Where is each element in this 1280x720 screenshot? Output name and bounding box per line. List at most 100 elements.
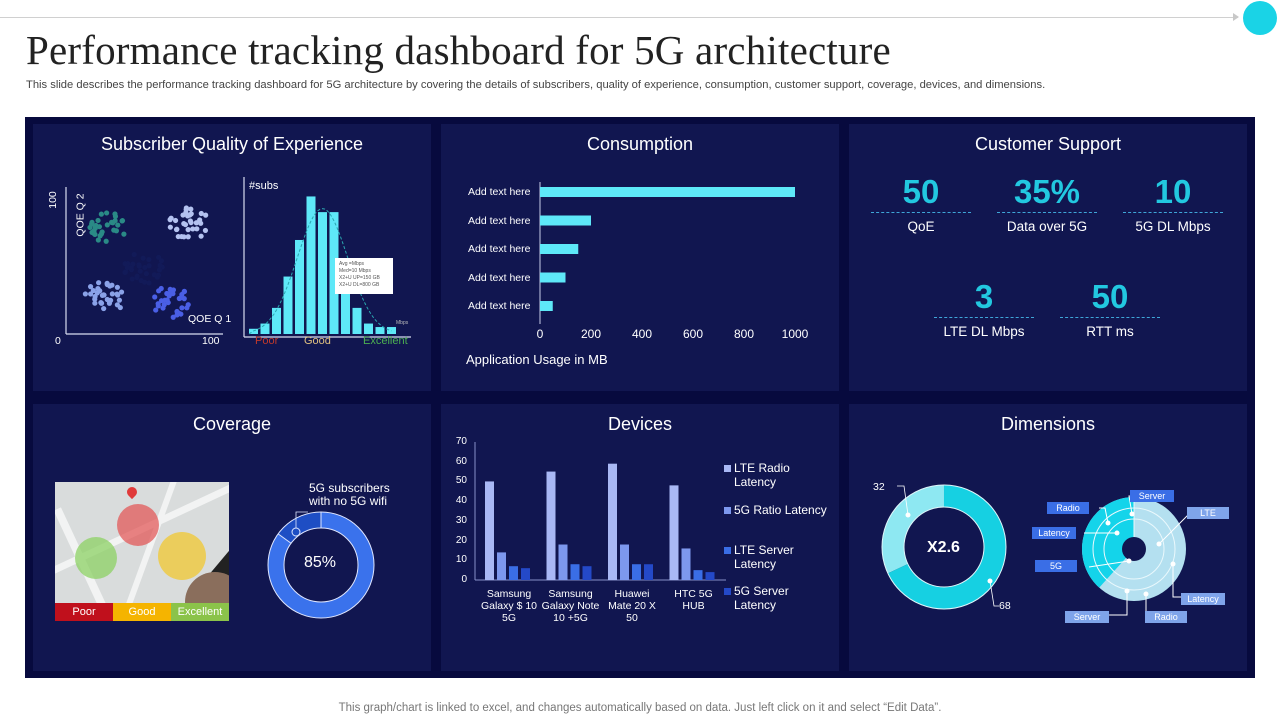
coverage-zone-poor bbox=[117, 504, 159, 546]
scatter-point bbox=[130, 261, 136, 267]
kpi-5g-dl: 10 5G DL Mbps bbox=[1123, 172, 1223, 234]
device-ytick: 50 bbox=[455, 475, 467, 487]
legend-item: 5G Server Latency bbox=[724, 584, 789, 612]
coverage-map-image bbox=[55, 482, 229, 619]
tooltip-line: X2+U DL=800 GB bbox=[339, 282, 380, 288]
consumption-chart bbox=[539, 182, 795, 324]
scatter-point bbox=[185, 234, 191, 240]
scatter-xmax: 100 bbox=[202, 335, 220, 347]
kpi-divider bbox=[997, 212, 1097, 213]
callout-line bbox=[989, 580, 999, 607]
consumption-bar bbox=[540, 215, 591, 226]
scatter-point bbox=[170, 314, 176, 320]
panel-title: Subscriber Quality of Experience bbox=[100, 134, 364, 154]
device-ytick: 0 bbox=[461, 574, 467, 585]
scatter-point bbox=[173, 226, 180, 233]
consumption-bar bbox=[540, 272, 566, 283]
radial-label-server-bottom: Server bbox=[1065, 611, 1109, 623]
scatter-point bbox=[187, 212, 193, 218]
device-ytick: 30 bbox=[455, 514, 467, 526]
device-category: Huawei Mate 20 X 50 bbox=[598, 588, 666, 624]
donut-value: 85% bbox=[304, 554, 337, 571]
hist-unit: Mbps bbox=[396, 320, 409, 326]
device-bar bbox=[681, 548, 691, 580]
scatter-point bbox=[116, 297, 123, 303]
coverage-donut bbox=[267, 511, 375, 619]
kpi-data-over-5g: 35% Data over 5G bbox=[997, 172, 1097, 234]
donut-label-32: 32 bbox=[873, 481, 885, 493]
coverage-zone-good bbox=[158, 532, 206, 580]
scatter-point bbox=[146, 280, 152, 286]
consumption-xtick: 1000 bbox=[781, 327, 809, 341]
panel-devices: Devices 0 10 20 30 40 50 60 70 Samsung Galaxy $ … bbox=[441, 404, 839, 671]
donut-slice-32 bbox=[882, 485, 945, 574]
scatter-point bbox=[92, 224, 99, 230]
scatter-point bbox=[203, 212, 209, 218]
scatter-point bbox=[158, 298, 165, 304]
histogram-bar bbox=[272, 307, 281, 334]
scatter-point bbox=[98, 300, 105, 306]
tooltip-line: Med=10 Mbps bbox=[339, 268, 371, 274]
callout-line-2: with no 5G wifi bbox=[309, 494, 388, 508]
legend-item: LTE Server Latency bbox=[724, 543, 794, 571]
scatter-point bbox=[122, 261, 128, 267]
dashboard: Subscriber Quality of Experience 100 QOE… bbox=[25, 117, 1255, 678]
tooltip-line: Avg =Mbps bbox=[339, 261, 365, 267]
legend-label: Latency bbox=[734, 557, 777, 571]
radial-label-lte: LTE bbox=[1187, 507, 1229, 519]
scatter-point bbox=[87, 284, 94, 290]
category-line: Galaxy Note bbox=[541, 600, 600, 612]
radial-label-server-top: Server bbox=[1130, 490, 1174, 502]
scatter-point bbox=[188, 219, 194, 226]
scatter-point bbox=[134, 273, 140, 279]
scatter-xlabel: QOE Q 1 bbox=[188, 313, 232, 325]
scatter-point bbox=[104, 210, 110, 216]
page-subtitle: This slide describes the performance tra… bbox=[26, 79, 1046, 91]
scatter-point bbox=[146, 263, 152, 269]
kpi-value: 50 bbox=[902, 173, 940, 210]
scatter-point bbox=[170, 287, 177, 293]
tooltip-line: X2+U UP=150 GB bbox=[339, 275, 380, 281]
category-line: HUB bbox=[682, 600, 705, 612]
page-title: Performance tracking dashboard for 5G ar… bbox=[26, 27, 891, 73]
scatter-point bbox=[164, 290, 170, 297]
category-line: Galaxy $ 10 bbox=[480, 600, 538, 612]
consumption-xlabel: Application Usage in MB bbox=[466, 352, 608, 367]
consumption-xtick: 800 bbox=[733, 327, 755, 341]
histogram-bar bbox=[295, 239, 304, 334]
scatter-point bbox=[152, 294, 158, 300]
consumption-bar bbox=[540, 187, 795, 197]
scatter-point bbox=[128, 265, 134, 271]
legend-good: Good bbox=[113, 603, 171, 621]
scatter-point bbox=[185, 302, 191, 308]
legend-label: LTE Server bbox=[724, 543, 794, 557]
scatter-point bbox=[167, 224, 173, 230]
device-ytick: 70 bbox=[455, 436, 467, 447]
kpi-label: LTE DL Mbps bbox=[943, 324, 1025, 339]
device-bar bbox=[608, 463, 617, 580]
callout-line bbox=[295, 511, 308, 528]
device-bar bbox=[644, 564, 653, 580]
panel-title: Devices bbox=[607, 414, 673, 434]
legend-swatch bbox=[724, 588, 731, 595]
scatter-point bbox=[198, 210, 204, 217]
scatter-point bbox=[181, 234, 187, 240]
scatter-point bbox=[176, 295, 182, 302]
histogram-bar bbox=[318, 212, 327, 334]
consumption-category: Add text here bbox=[468, 300, 531, 312]
panel-title: Coverage bbox=[192, 414, 272, 434]
scatter-ylabel: QOE Q 2 bbox=[74, 193, 87, 237]
consumption-category: Add text here bbox=[468, 243, 531, 255]
scatter-point bbox=[142, 264, 148, 271]
device-bar bbox=[521, 568, 530, 580]
scatter-xmin: 0 bbox=[55, 335, 61, 347]
scatter-point bbox=[96, 280, 102, 286]
radial-segment-5g bbox=[1082, 497, 1134, 588]
kpi-label: QoE bbox=[907, 219, 935, 234]
scatter-point bbox=[143, 271, 150, 277]
scatter-point bbox=[96, 224, 103, 230]
scatter-point bbox=[161, 302, 167, 308]
donut-center-value: X2.6 bbox=[927, 539, 960, 556]
histogram-bar bbox=[352, 307, 362, 334]
dimensions-donut bbox=[881, 484, 1007, 610]
